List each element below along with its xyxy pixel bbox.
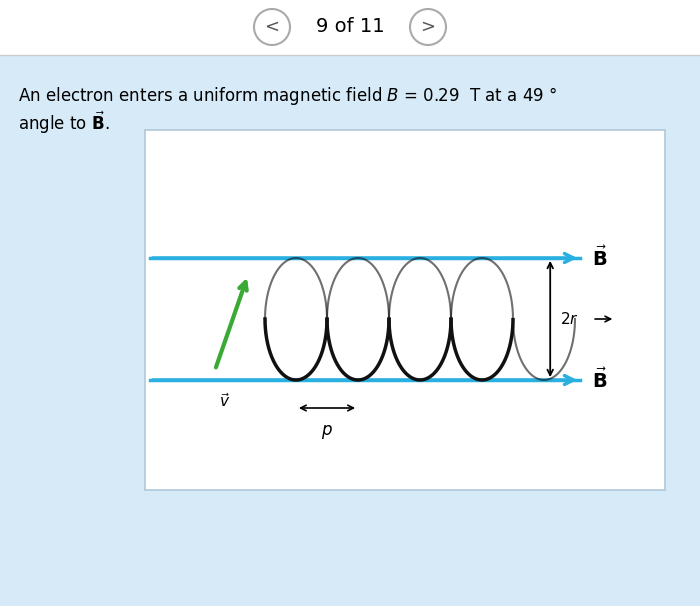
Text: $\vec{\mathbf{B}}$: $\vec{\mathbf{B}}$ xyxy=(592,246,608,270)
Circle shape xyxy=(410,9,446,45)
Bar xyxy=(0,0,700,55)
Text: $p$: $p$ xyxy=(321,423,333,441)
Text: An electron enters a uniform magnetic field $\it{B}$ = 0.29  T at a 49 °: An electron enters a uniform magnetic fi… xyxy=(18,85,557,107)
Text: <: < xyxy=(265,18,279,36)
Circle shape xyxy=(254,9,290,45)
Text: $\vec{v}$: $\vec{v}$ xyxy=(219,392,230,410)
Text: 9 of 11: 9 of 11 xyxy=(316,18,384,36)
Bar xyxy=(145,130,665,490)
Text: $2r$: $2r$ xyxy=(560,311,579,327)
Text: >: > xyxy=(421,18,435,36)
Text: angle to $\vec{\mathbf{B}}$.: angle to $\vec{\mathbf{B}}$. xyxy=(18,110,110,136)
Text: $\vec{\mathbf{B}}$: $\vec{\mathbf{B}}$ xyxy=(592,368,608,392)
